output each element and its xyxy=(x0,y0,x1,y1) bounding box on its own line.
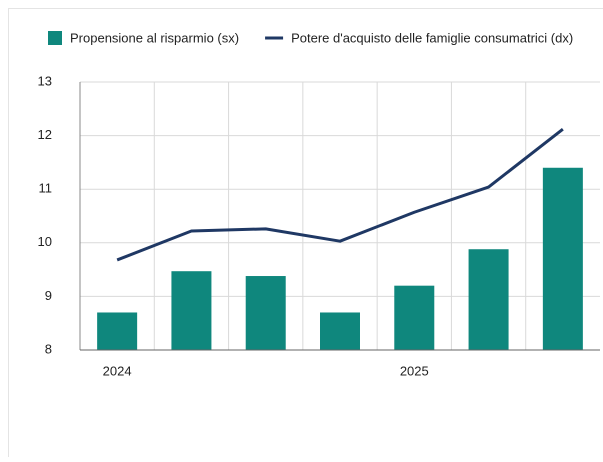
y-tick-label: 11 xyxy=(39,181,53,196)
y-tick-label: 10 xyxy=(38,234,52,249)
frame xyxy=(9,9,603,458)
legend-label: Propensione al risparmio (sx) xyxy=(70,30,239,45)
bar xyxy=(97,312,137,350)
y-tick-label: 12 xyxy=(38,127,52,142)
bar xyxy=(469,249,509,350)
bar xyxy=(171,271,211,350)
bar xyxy=(394,286,434,350)
x-tick-label: 2025 xyxy=(400,363,429,378)
x-tick-label: 2024 xyxy=(103,363,132,378)
bar xyxy=(543,168,583,350)
bar xyxy=(246,276,286,350)
bar xyxy=(320,312,360,350)
y-tick-label: 8 xyxy=(45,341,52,356)
legend-label: Potere d'acquisto delle famiglie consuma… xyxy=(291,30,573,45)
y-tick-label: 13 xyxy=(38,73,52,88)
y-tick-label: 9 xyxy=(45,288,52,303)
line xyxy=(117,129,563,260)
legend-swatch xyxy=(48,31,62,45)
